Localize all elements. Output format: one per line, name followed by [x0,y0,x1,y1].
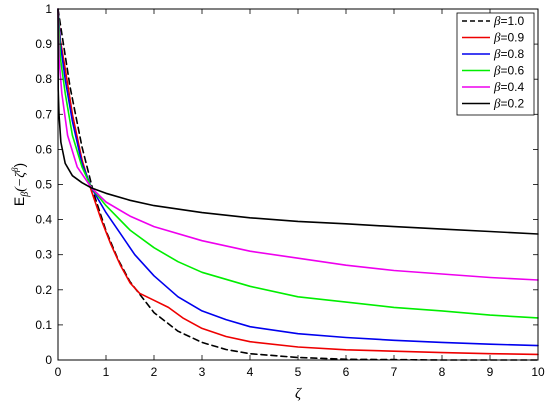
y-tick-label: 0.7 [35,107,52,121]
y-tick-label: 0.5 [35,178,52,192]
legend-label-value: =1.0 [500,14,524,28]
x-tick-label: 5 [295,365,302,379]
x-axis-label: ζ [295,386,302,402]
y-tick-label: 0.3 [35,248,52,262]
legend-label-value: =0.6 [500,64,524,78]
y-tick-label: 0.8 [35,72,52,86]
y-label-main: E [11,197,27,206]
legend-label-greek: β [493,13,501,28]
legend-label: β=0.6 [493,63,525,78]
y-label-paren-open: (−ζ [13,171,28,192]
legend-label-value: =0.8 [500,47,524,61]
x-tick-label: 2 [151,365,158,379]
legend-label: β=0.2 [493,96,525,111]
y-label-superscript: β [10,167,20,173]
y-tick-label: 0.6 [35,142,52,156]
legend-box [456,12,535,116]
series-line-08 [57,8,539,347]
legend-label-value: =0.4 [500,80,524,94]
legend-label: β=0.8 [493,46,525,61]
y-tick-label: 0 [45,353,52,367]
y-axis-label: Eβ(−ζβ) [10,163,31,206]
x-tick-label: 3 [199,365,206,379]
series-line-02 [57,8,539,235]
series-line-09 [57,8,539,356]
y-tick-label: 1 [45,2,52,16]
series-line-06 [57,8,539,319]
y-label-subscript: β [20,192,31,198]
x-tick-label: 6 [343,365,350,379]
y-label-paren-close: ) [11,163,27,168]
y-tick-label: 0.2 [35,283,52,297]
y-tick-label: 0.1 [35,318,52,332]
legend: β=1.0β=0.9β=0.8β=0.6β=0.4β=0.2 [456,12,535,116]
legend-label-greek: β [493,46,501,61]
y-tick-label: 0.4 [35,213,52,227]
legend-label-value: =0.2 [500,97,524,111]
x-tick-label: 8 [439,365,446,379]
legend-label-greek: β [493,30,501,45]
legend-label-greek: β [493,79,501,94]
legend-label-value: =0.9 [500,31,524,45]
legend-label: β=1.0 [493,13,525,28]
legend-label-greek: β [493,96,501,111]
series-line-04 [57,8,539,281]
x-tick-label: 4 [247,365,254,379]
x-tick-label: 7 [391,365,398,379]
legend-label-greek: β [493,63,501,78]
x-tick-label: 0 [55,365,62,379]
x-tick-label: 1 [103,365,110,379]
x-axis-ticks: 0 1 2 3 4 5 6 7 8 9 10 [55,9,545,379]
y-axis-ticks: 0 0.1 0.2 0.3 0.4 0.5 0.6 0.7 0.8 0.9 1 [35,2,538,367]
legend-label: β=0.4 [493,79,525,94]
x-tick-label: 10 [531,365,545,379]
x-tick-label: 9 [487,365,494,379]
series-layer [57,8,539,361]
y-tick-label: 0.9 [35,37,52,51]
series-line-10 [57,8,539,361]
legend-label: β=0.9 [493,30,525,45]
